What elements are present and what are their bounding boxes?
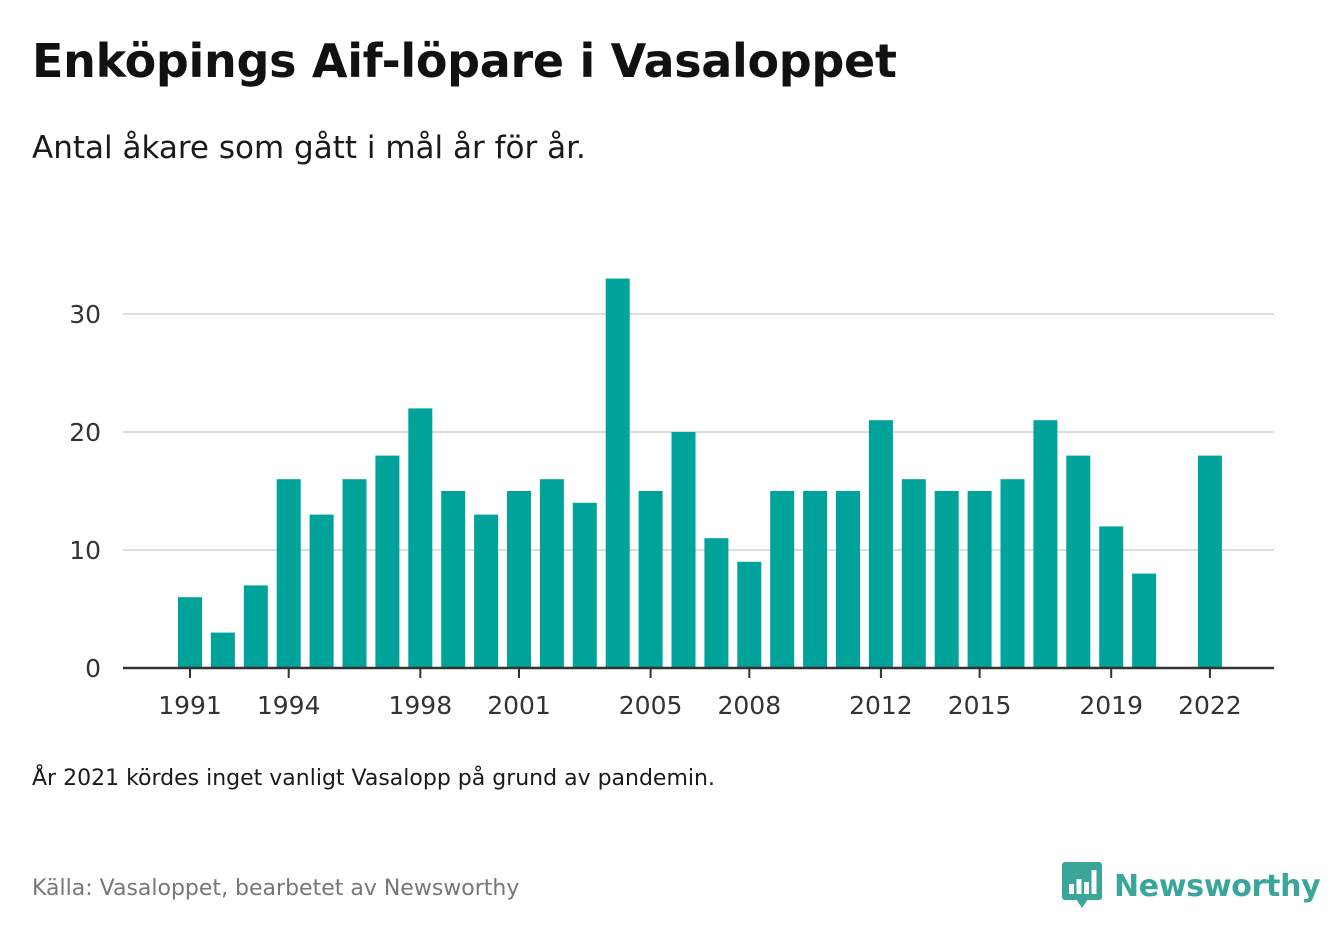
bar-2000: [474, 514, 499, 668]
bar-2012: [868, 420, 893, 668]
chart-title: Enköpings Aif-löpare i Vasaloppet: [32, 34, 897, 88]
bar-1997: [375, 455, 400, 668]
bar-1992: [210, 632, 235, 668]
bar-2008: [737, 561, 762, 668]
bar-1994: [276, 479, 301, 668]
bar-2002: [539, 479, 564, 668]
bar-2020: [1132, 573, 1157, 668]
bar-1998: [408, 408, 433, 668]
axes: 0 10 20 30 1991 1994 1998 2001 2005 2008 2012 2015 2…: [69, 300, 1274, 720]
chart-subtitle: Antal åkare som gått i mål år för år.: [32, 130, 586, 166]
bar-2001: [507, 491, 531, 668]
newsworthy-logo-icon: [1062, 862, 1102, 908]
bars: [178, 278, 1222, 668]
bar-1996: [342, 479, 367, 668]
bar-2018: [1066, 455, 1091, 668]
bar-2006: [671, 432, 696, 668]
bar-1991: [178, 597, 202, 668]
bar-2013: [901, 479, 926, 668]
bar-2014: [934, 491, 959, 668]
x-tick-label: 2012: [849, 691, 913, 720]
x-tick-label: 2022: [1178, 691, 1242, 720]
bar-1995: [309, 514, 334, 668]
x-tick-label: 1998: [388, 691, 452, 720]
x-tick-label: 2005: [619, 691, 683, 720]
bar-2003: [572, 502, 597, 668]
x-tick-label: 2001: [487, 691, 551, 720]
x-tick-label: 2019: [1079, 691, 1143, 720]
bar-2016: [1000, 479, 1025, 668]
source-text: Källa: Vasaloppet, bearbetet av Newswort…: [32, 876, 520, 901]
x-tick-label: 1991: [158, 691, 222, 720]
bar-2004: [605, 278, 630, 668]
brand-name: Newsworthy: [1114, 868, 1321, 904]
bar-2005: [638, 491, 663, 668]
y-tick-label: 10: [69, 536, 101, 565]
bar-2009: [770, 491, 795, 668]
bar-2010: [803, 491, 828, 668]
footnote: År 2021 kördes inget vanligt Vasalopp på…: [32, 766, 715, 791]
bar-1993: [243, 585, 268, 668]
x-tick-label: 1994: [257, 691, 321, 720]
x-tick-label: 2015: [948, 691, 1012, 720]
bar-2007: [704, 538, 729, 668]
bar-2019: [1099, 526, 1124, 668]
bar-chart: 0 10 20 30 1991 1994 1998 2001 2005 2008 2012 2015 2…: [69, 278, 1274, 720]
bar-2015: [967, 491, 992, 668]
y-tick-label: 20: [69, 418, 101, 447]
bar-2017: [1033, 420, 1058, 668]
bar-2011: [836, 491, 860, 668]
y-tick-label: 0: [85, 654, 101, 683]
bar-1999: [441, 491, 466, 668]
bar-2022: [1197, 455, 1222, 668]
y-tick-label: 30: [69, 300, 101, 329]
newsworthy-logo[interactable]: Newsworthy: [1062, 862, 1321, 910]
x-tick-label: 2008: [717, 691, 781, 720]
